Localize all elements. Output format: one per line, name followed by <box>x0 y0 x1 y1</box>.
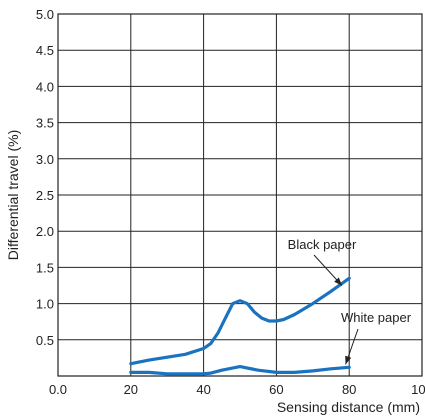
x-axis-title: Sensing distance (mm) <box>277 399 420 415</box>
y-tick-label-9: 5.0 <box>36 7 54 22</box>
annotations: Black paper White paper <box>288 237 412 365</box>
series-lines <box>129 276 351 376</box>
x-tick-label-2: 40 <box>196 382 210 397</box>
y-tick-label-7: 4.0 <box>36 79 54 94</box>
annotation-label-white-paper: White paper <box>341 310 412 325</box>
y-tick-label-1: 1.0 <box>36 297 54 312</box>
x-tick-label-1: 20 <box>124 382 138 397</box>
annotation-label-black-paper: Black paper <box>288 237 357 252</box>
annotation-arrowhead-0 <box>334 277 342 286</box>
y-axis-title: Differential travel (%) <box>5 130 21 260</box>
x-tick-labels: 0.0 20 40 60 80 100 <box>49 382 425 397</box>
y-tick-label-3: 2.0 <box>36 224 54 239</box>
x-tick-label-4: 80 <box>342 382 356 397</box>
y-tick-label-6: 3.5 <box>36 116 54 131</box>
series-line-white-paper <box>129 365 351 376</box>
y-tick-label-2: 1.5 <box>36 260 54 275</box>
x-tick-label-0: 0.0 <box>49 382 67 397</box>
y-tick-labels: 0.5 1.0 1.5 2.0 2.5 3.0 3.5 4.0 4.5 5.0 <box>36 7 54 348</box>
series-line-black-paper <box>129 276 351 366</box>
grid <box>58 14 422 376</box>
y-tick-label-8: 4.5 <box>36 43 54 58</box>
y-tick-label-4: 2.5 <box>36 188 54 203</box>
x-tick-label-5: 100 <box>411 382 425 397</box>
annotation-arrowhead-1 <box>345 355 352 365</box>
y-tick-label-5: 3.0 <box>36 152 54 167</box>
plot-frame <box>57 13 423 377</box>
x-tick-label-3: 60 <box>269 382 283 397</box>
y-tick-label-0: 0.5 <box>36 333 54 348</box>
plot-border <box>57 13 423 377</box>
